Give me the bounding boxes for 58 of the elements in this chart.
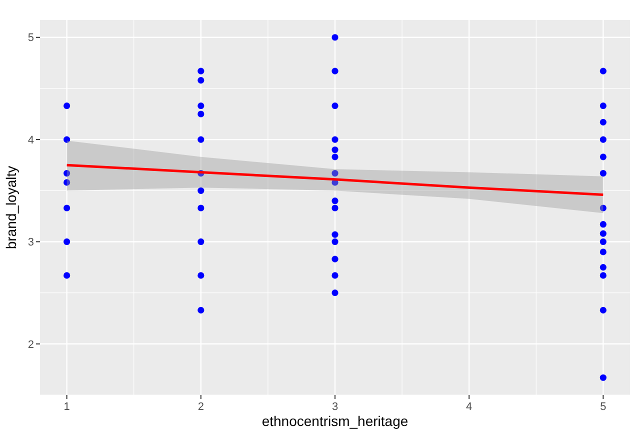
- point: [198, 76, 204, 84]
- point: [600, 170, 606, 177]
- point: [198, 272, 204, 279]
- point: [332, 290, 338, 296]
- point: [64, 102, 70, 110]
- point: [600, 154, 606, 160]
- point: [600, 102, 606, 110]
- point: [332, 204, 338, 212]
- point: [332, 256, 338, 262]
- point: [600, 68, 606, 74]
- point: [600, 374, 606, 381]
- point: [332, 198, 338, 204]
- x-axis-title: ethnocentrism_heritage: [262, 413, 408, 429]
- point: [332, 136, 338, 143]
- point: [332, 34, 338, 41]
- point: [332, 272, 338, 279]
- x-tick-label: 3: [332, 401, 338, 413]
- point: [600, 204, 606, 212]
- point: [600, 272, 606, 279]
- y-tick-label: 2: [28, 338, 34, 351]
- point: [332, 146, 338, 154]
- x-tick-label: 4: [466, 401, 472, 413]
- point: [600, 230, 606, 237]
- y-tick-label: 4: [28, 134, 34, 146]
- point: [600, 136, 606, 143]
- line-series: [66, 164, 604, 196]
- point: [198, 187, 204, 194]
- point: [600, 118, 606, 126]
- y-tick-label: 3: [28, 236, 34, 249]
- point: [332, 231, 338, 238]
- point: [600, 264, 606, 271]
- point: [64, 238, 70, 246]
- point: [198, 306, 204, 314]
- point: [332, 238, 338, 246]
- point: [332, 68, 338, 74]
- point: [64, 204, 70, 212]
- point: [198, 204, 204, 212]
- point: [198, 68, 204, 74]
- point: [64, 136, 70, 143]
- point: [600, 221, 606, 228]
- x-tick-label: 2: [198, 401, 204, 413]
- point: [198, 102, 204, 110]
- x-tick-label: 5: [600, 401, 606, 413]
- point: [332, 102, 338, 110]
- point: [64, 179, 70, 186]
- y-tick-label: 5: [28, 32, 34, 44]
- point: [64, 272, 70, 279]
- point: [64, 170, 70, 177]
- point: [198, 136, 204, 143]
- x-tick-label: 1: [64, 401, 70, 413]
- point: [600, 306, 606, 314]
- point: [198, 110, 204, 118]
- point: [600, 238, 606, 246]
- point: [600, 248, 606, 256]
- y-axis-title: brand_loyalty: [3, 166, 19, 250]
- point: [332, 170, 338, 177]
- point: [332, 154, 338, 160]
- point: [198, 238, 204, 246]
